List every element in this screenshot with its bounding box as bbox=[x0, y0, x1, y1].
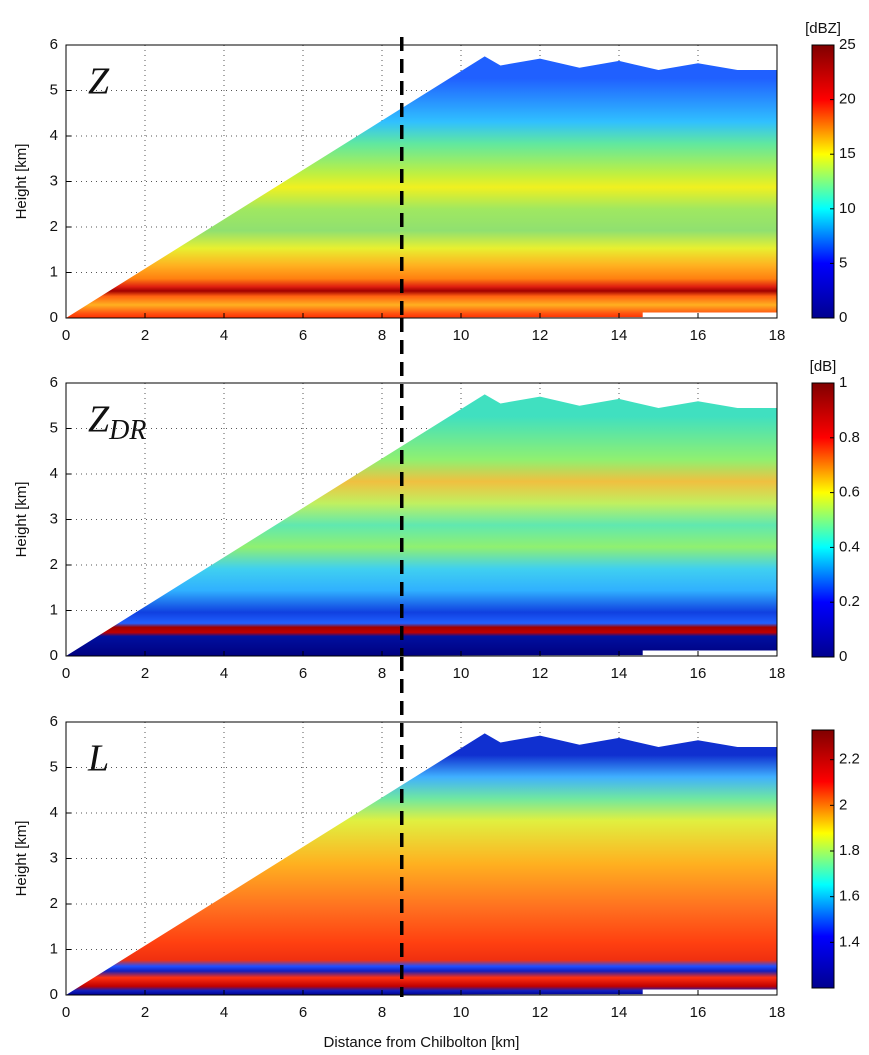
y-tick-label: 6 bbox=[50, 713, 58, 730]
y-tick-label: 0 bbox=[50, 647, 58, 664]
colorbar-tick-label: 1 bbox=[839, 374, 847, 391]
x-tick-label: 0 bbox=[62, 665, 70, 682]
colorbar-tick-label: 2 bbox=[839, 796, 847, 813]
colorbar-tick-label: 2.2 bbox=[839, 751, 860, 768]
x-tick-label: 14 bbox=[611, 1004, 628, 1021]
x-tick-label: 12 bbox=[532, 665, 549, 682]
panel-label: Z bbox=[88, 61, 110, 103]
colorbar-tick-label: 0 bbox=[839, 648, 847, 665]
x-tick-label: 10 bbox=[453, 1004, 470, 1021]
radar-field bbox=[66, 56, 777, 318]
colorbar-tick-label: 25 bbox=[839, 36, 856, 53]
y-tick-label: 0 bbox=[50, 986, 58, 1003]
x-tick-label: 4 bbox=[220, 327, 228, 344]
colorbar bbox=[811, 382, 835, 658]
colorbar-tick-label: 1.8 bbox=[839, 842, 860, 859]
x-tick-label: 18 bbox=[769, 327, 786, 344]
x-tick-label: 6 bbox=[299, 1004, 307, 1021]
y-tick-label: 5 bbox=[50, 758, 58, 775]
x-tick-label: 0 bbox=[62, 1004, 70, 1021]
x-tick-label: 2 bbox=[141, 1004, 149, 1021]
x-tick-label: 12 bbox=[532, 1004, 549, 1021]
colorbar-tick-label: 15 bbox=[839, 145, 856, 162]
colorbar-tick-label: 0 bbox=[839, 309, 847, 326]
x-tick-label: 2 bbox=[141, 327, 149, 344]
y-tick-label: 2 bbox=[50, 556, 58, 573]
y-tick-label: 6 bbox=[50, 374, 58, 391]
x-tick-label: 6 bbox=[299, 665, 307, 682]
y-tick-label: 3 bbox=[50, 172, 58, 189]
x-tick-label: 8 bbox=[378, 665, 386, 682]
panel-label: ZDR bbox=[88, 399, 146, 447]
panel-label-sub: DR bbox=[108, 415, 146, 446]
colorbar-unit: [dBZ] bbox=[805, 20, 841, 37]
x-tick-label: 0 bbox=[62, 327, 70, 344]
colorbar-tick-label: 0.8 bbox=[839, 429, 860, 446]
x-tick-label: 18 bbox=[769, 665, 786, 682]
x-tick-label: 4 bbox=[220, 665, 228, 682]
colorbar-tick-label: 1.4 bbox=[839, 933, 860, 950]
y-axis-label: Height [km] bbox=[13, 482, 30, 558]
colorbar-tick-label: 1.6 bbox=[839, 888, 860, 905]
y-tick-label: 2 bbox=[50, 218, 58, 235]
y-tick-label: 1 bbox=[50, 263, 58, 280]
y-tick-label: 5 bbox=[50, 81, 58, 98]
radar-field bbox=[66, 394, 777, 656]
y-tick-label: 3 bbox=[50, 849, 58, 866]
x-tick-label: 6 bbox=[299, 327, 307, 344]
colorbar-tick-label: 10 bbox=[839, 200, 856, 217]
y-tick-label: 1 bbox=[50, 601, 58, 618]
colorbar-tick-label: 0.2 bbox=[839, 593, 860, 610]
colorbar-tick-label: 20 bbox=[839, 91, 856, 108]
x-tick-label: 10 bbox=[453, 665, 470, 682]
colorbar bbox=[811, 44, 835, 319]
x-tick-label: 16 bbox=[690, 1004, 707, 1021]
x-axis-label: Distance from Chilbolton [km] bbox=[324, 1034, 520, 1051]
x-tick-label: 18 bbox=[769, 1004, 786, 1021]
x-tick-label: 14 bbox=[611, 327, 628, 344]
y-tick-label: 1 bbox=[50, 940, 58, 957]
x-tick-label: 8 bbox=[378, 327, 386, 344]
x-tick-label: 8 bbox=[378, 1004, 386, 1021]
x-tick-label: 2 bbox=[141, 665, 149, 682]
colorbar-tick-label: 0.6 bbox=[839, 484, 860, 501]
radar-field bbox=[66, 733, 777, 995]
y-tick-label: 3 bbox=[50, 510, 58, 527]
x-tick-label: 12 bbox=[532, 327, 549, 344]
panel-label: L bbox=[87, 738, 109, 780]
x-tick-label: 16 bbox=[690, 327, 707, 344]
colorbar bbox=[811, 729, 835, 989]
colorbar-tick-label: 0.4 bbox=[839, 538, 860, 555]
y-axis-label: Height [km] bbox=[13, 144, 30, 220]
y-tick-label: 2 bbox=[50, 895, 58, 912]
colorbar-tick-label: 5 bbox=[839, 254, 847, 271]
colorbar-unit: [dB] bbox=[810, 358, 837, 375]
x-tick-label: 4 bbox=[220, 1004, 228, 1021]
y-tick-label: 4 bbox=[50, 804, 58, 821]
y-tick-label: 4 bbox=[50, 465, 58, 482]
x-tick-label: 16 bbox=[690, 665, 707, 682]
y-tick-label: 6 bbox=[50, 36, 58, 53]
y-axis-label: Height [km] bbox=[13, 821, 30, 897]
x-tick-label: 14 bbox=[611, 665, 628, 682]
y-tick-label: 0 bbox=[50, 309, 58, 326]
y-tick-label: 4 bbox=[50, 127, 58, 144]
x-tick-label: 10 bbox=[453, 327, 470, 344]
y-tick-label: 5 bbox=[50, 419, 58, 436]
